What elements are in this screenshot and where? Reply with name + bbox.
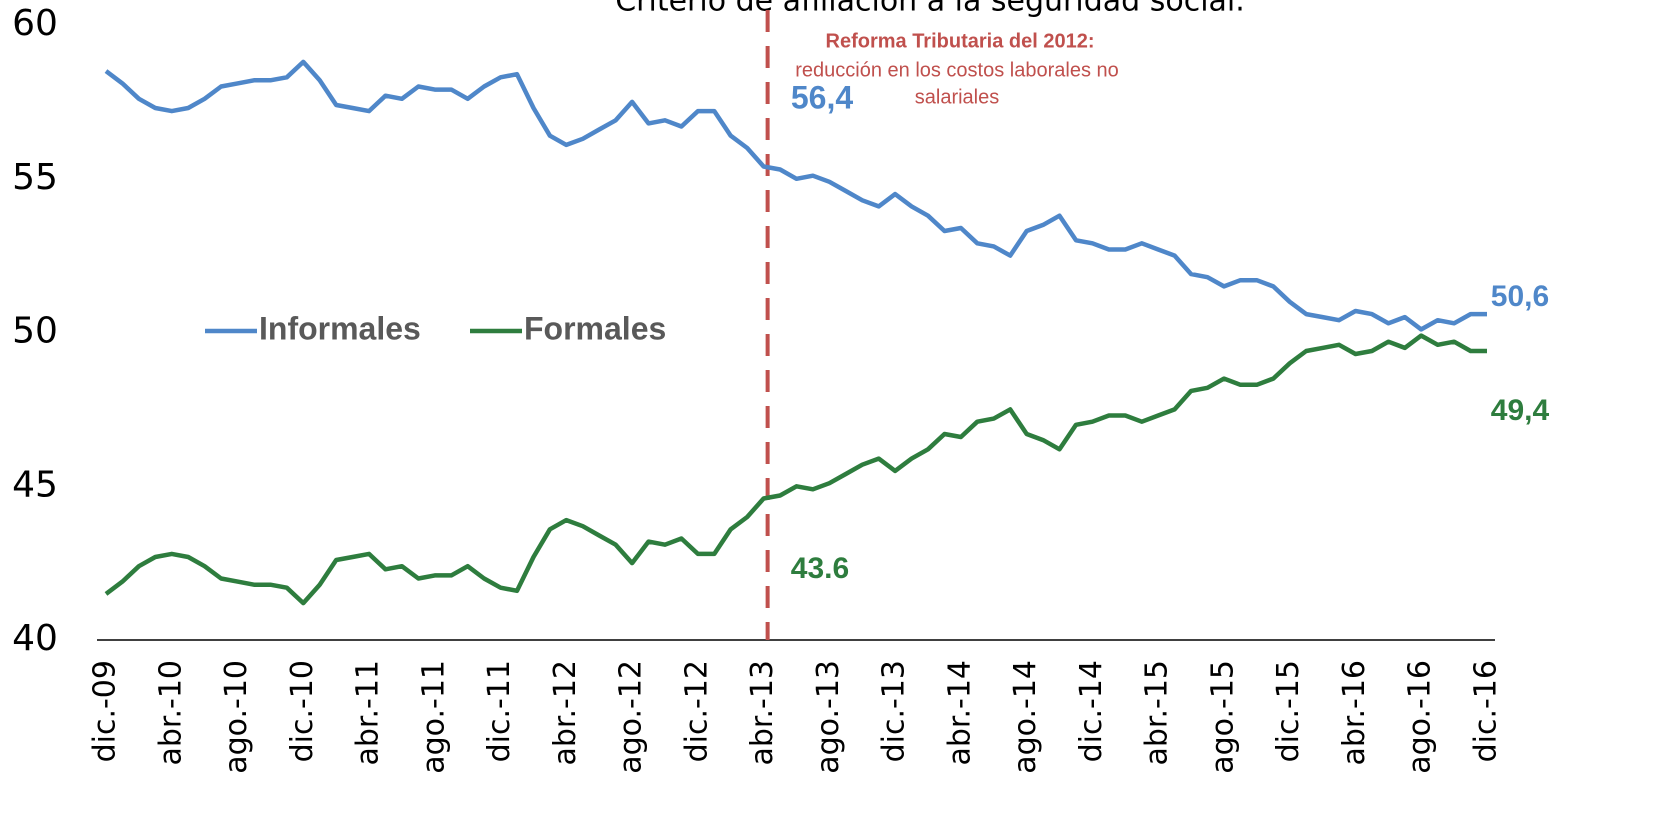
y-tick-label: 55: [12, 157, 58, 198]
x-tick-label: abr.-14: [942, 660, 977, 766]
annotation: 56,4: [791, 79, 853, 115]
y-tick-label: 60: [12, 3, 58, 44]
legend-label: Formales: [524, 310, 666, 346]
x-tick-label: dic.-15: [1271, 660, 1306, 762]
x-tick-label: abr.-13: [745, 660, 780, 766]
annotation: 43.6: [791, 552, 849, 585]
annotation: 49,4: [1491, 394, 1550, 427]
x-tick-label: ago.-13: [811, 660, 846, 774]
x-tick-label: ago.-15: [1205, 660, 1240, 774]
annotation: salariales: [915, 86, 999, 108]
x-tick-label: abr.-11: [351, 660, 386, 766]
x-tick-label: abr.-10: [153, 660, 188, 766]
x-tick-label: abr.-12: [548, 660, 583, 766]
x-tick-label: ago.-16: [1403, 660, 1438, 774]
x-tick-label: dic.-12: [679, 660, 714, 762]
series-line: [104, 333, 1487, 606]
annotation: reducción en los costos laborales no: [795, 59, 1119, 81]
y-tick-label: 40: [12, 618, 58, 659]
x-tick-label: dic.-13: [877, 660, 912, 762]
x-tick-label: dic.-09: [88, 660, 123, 762]
x-tick-label: dic.-14: [1074, 660, 1109, 762]
x-tick-label: ago.-12: [614, 660, 649, 774]
x-tick-label: ago.-10: [219, 660, 254, 774]
y-tick-label: 45: [12, 464, 58, 505]
annotation: 50,6: [1491, 280, 1549, 313]
x-tick-label: ago.-11: [416, 660, 451, 774]
x-tick-label: abr.-15: [1140, 660, 1175, 766]
y-tick-label: 50: [12, 311, 58, 352]
series-line: [104, 59, 1487, 332]
legend-label: Informales: [259, 310, 421, 346]
x-tick-label: dic.-16: [1469, 660, 1504, 762]
x-tick-label: dic.-10: [285, 660, 320, 762]
x-tick-label: ago.-14: [1008, 660, 1043, 774]
annotation: Reforma Tributaria del 2012:: [826, 30, 1095, 52]
x-tick-label: dic.-11: [482, 660, 517, 762]
chart-title: Criterio de afiliación a la seguridad so…: [615, 0, 1245, 19]
x-tick-label: abr.-16: [1337, 660, 1372, 766]
